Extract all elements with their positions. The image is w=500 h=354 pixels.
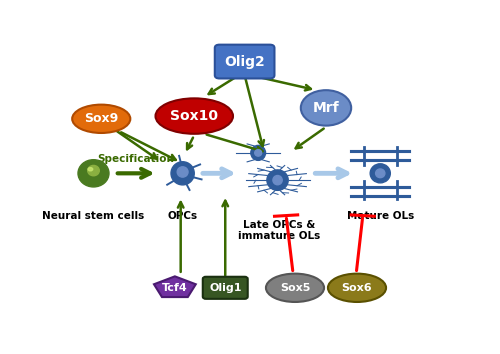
Ellipse shape [370, 164, 390, 183]
Ellipse shape [267, 170, 288, 190]
Text: Olig1: Olig1 [209, 283, 242, 293]
Ellipse shape [328, 274, 386, 302]
Ellipse shape [88, 165, 100, 176]
FancyBboxPatch shape [203, 277, 248, 299]
Text: Specification: Specification [98, 154, 174, 164]
Text: Olig2: Olig2 [224, 55, 265, 69]
Ellipse shape [78, 160, 109, 187]
Text: Late OPCs &
immature OLs: Late OPCs & immature OLs [238, 219, 320, 241]
Ellipse shape [301, 90, 351, 126]
Ellipse shape [177, 167, 188, 177]
Ellipse shape [72, 105, 130, 133]
Ellipse shape [88, 167, 92, 171]
Text: Mrf: Mrf [312, 101, 340, 115]
Text: Mature OLs: Mature OLs [346, 211, 414, 222]
Text: Sox5: Sox5 [280, 283, 310, 293]
Ellipse shape [376, 169, 385, 178]
Ellipse shape [156, 98, 233, 134]
Text: Sox6: Sox6 [342, 283, 372, 293]
Ellipse shape [273, 176, 282, 185]
FancyBboxPatch shape [215, 45, 274, 79]
Text: OPCs: OPCs [168, 211, 198, 222]
Text: Sox10: Sox10 [170, 109, 218, 123]
Ellipse shape [251, 145, 266, 160]
Ellipse shape [266, 274, 324, 302]
Text: Sox9: Sox9 [84, 112, 118, 125]
Ellipse shape [254, 150, 262, 156]
Text: Tcf4: Tcf4 [162, 283, 188, 293]
Text: Neural stem cells: Neural stem cells [42, 211, 144, 222]
Ellipse shape [171, 162, 194, 185]
Polygon shape [154, 276, 196, 297]
